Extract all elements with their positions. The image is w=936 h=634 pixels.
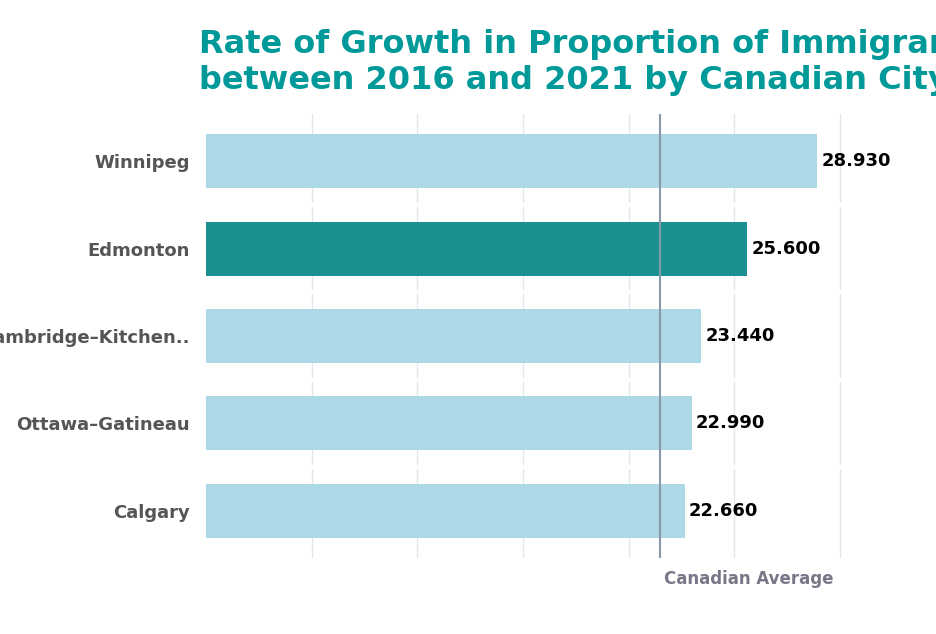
Bar — [206, 484, 685, 538]
Bar — [206, 396, 692, 450]
Text: 22.990: 22.990 — [696, 415, 766, 432]
Text: 22.660: 22.660 — [689, 501, 758, 520]
Text: 25.600: 25.600 — [752, 240, 821, 257]
Text: Canadian Average: Canadian Average — [664, 570, 833, 588]
Bar — [206, 134, 817, 188]
Text: Rate of Growth in Proportion of Immigrants
between 2016 and 2021 by Canadian Cit: Rate of Growth in Proportion of Immigran… — [199, 29, 936, 96]
Text: 23.440: 23.440 — [706, 327, 775, 345]
Text: 28.930: 28.930 — [822, 152, 891, 171]
Bar — [206, 222, 747, 276]
Bar — [206, 309, 701, 363]
